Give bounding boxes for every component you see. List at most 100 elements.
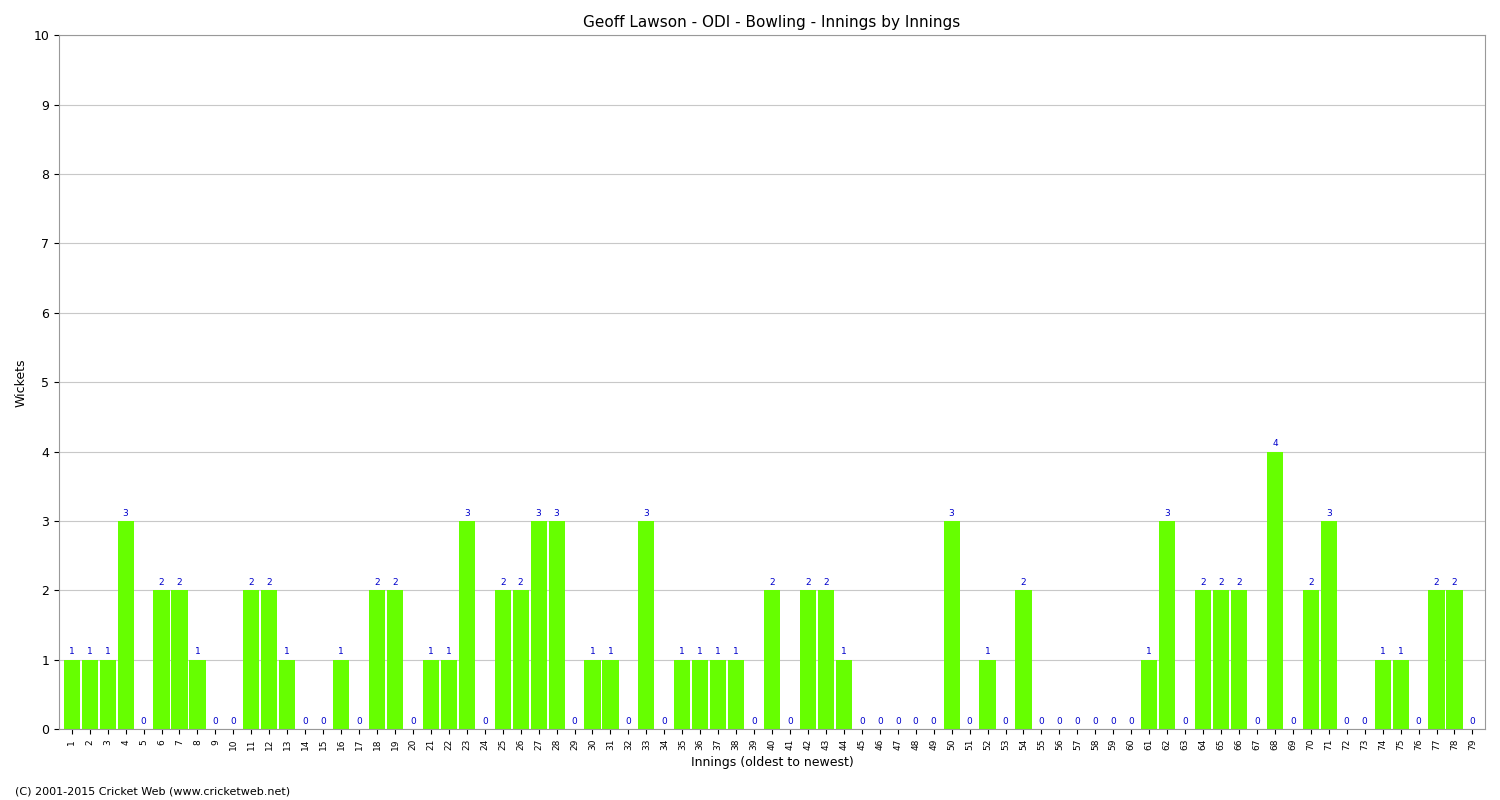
Bar <box>980 660 996 730</box>
Text: 0: 0 <box>1470 717 1476 726</box>
Text: 0: 0 <box>141 717 147 726</box>
Text: 3: 3 <box>1164 509 1170 518</box>
Text: 2: 2 <box>806 578 812 587</box>
Text: 1: 1 <box>698 647 703 656</box>
Bar <box>800 590 816 730</box>
Bar <box>585 660 600 730</box>
Bar <box>459 521 476 730</box>
Bar <box>603 660 618 730</box>
Bar <box>531 521 546 730</box>
Text: 1: 1 <box>1380 647 1386 656</box>
Text: 2: 2 <box>267 578 272 587</box>
Text: 0: 0 <box>1344 717 1350 726</box>
Text: 0: 0 <box>303 717 307 726</box>
Title: Geoff Lawson - ODI - Bowling - Innings by Innings: Geoff Lawson - ODI - Bowling - Innings b… <box>584 15 960 30</box>
Text: 0: 0 <box>1416 717 1422 726</box>
Text: 3: 3 <box>1326 509 1332 518</box>
Text: 2: 2 <box>824 578 830 587</box>
Text: 0: 0 <box>321 717 326 726</box>
Text: 2: 2 <box>159 578 165 587</box>
Text: 3: 3 <box>123 509 129 518</box>
Bar <box>441 660 458 730</box>
Text: 0: 0 <box>752 717 758 726</box>
Text: 1: 1 <box>338 647 344 656</box>
Bar <box>333 660 350 730</box>
Bar <box>189 660 206 730</box>
Text: 1: 1 <box>680 647 686 656</box>
Text: 0: 0 <box>626 717 632 726</box>
Text: 2: 2 <box>1218 578 1224 587</box>
Bar <box>153 590 170 730</box>
Bar <box>1320 521 1336 730</box>
Text: (C) 2001-2015 Cricket Web (www.cricketweb.net): (C) 2001-2015 Cricket Web (www.cricketwe… <box>15 786 290 796</box>
Bar <box>549 521 564 730</box>
Text: 2: 2 <box>1308 578 1314 587</box>
Bar <box>944 521 960 730</box>
Text: 1: 1 <box>446 647 452 656</box>
Text: 0: 0 <box>482 717 488 726</box>
Bar <box>639 521 654 730</box>
Bar <box>710 660 726 730</box>
Text: 2: 2 <box>177 578 183 587</box>
Text: 0: 0 <box>1128 717 1134 726</box>
Text: 2: 2 <box>1236 578 1242 587</box>
Text: 1: 1 <box>427 647 433 656</box>
Text: 2: 2 <box>518 578 524 587</box>
Text: 0: 0 <box>662 717 668 726</box>
Text: 0: 0 <box>914 717 918 726</box>
Text: 0: 0 <box>1056 717 1062 726</box>
Text: 0: 0 <box>932 717 936 726</box>
Text: 0: 0 <box>1002 717 1008 726</box>
Bar <box>1232 590 1246 730</box>
Bar <box>171 590 188 730</box>
Text: 2: 2 <box>249 578 254 587</box>
Text: 0: 0 <box>878 717 882 726</box>
Bar <box>99 660 116 730</box>
Bar <box>818 590 834 730</box>
Bar <box>261 590 278 730</box>
Text: 0: 0 <box>1092 717 1098 726</box>
Text: 0: 0 <box>356 717 362 726</box>
Bar <box>1160 521 1174 730</box>
Bar <box>1142 660 1158 730</box>
Text: 1: 1 <box>285 647 290 656</box>
Text: 2: 2 <box>1020 578 1026 587</box>
Text: 0: 0 <box>572 717 578 726</box>
Bar <box>387 590 404 730</box>
Text: 1: 1 <box>87 647 93 656</box>
Bar <box>1016 590 1032 730</box>
Text: 0: 0 <box>859 717 864 726</box>
Text: 0: 0 <box>410 717 416 726</box>
Text: 0: 0 <box>1074 717 1080 726</box>
Text: 0: 0 <box>231 717 236 726</box>
Text: 2: 2 <box>1200 578 1206 587</box>
Bar <box>764 590 780 730</box>
Text: 0: 0 <box>1362 717 1368 726</box>
Text: 4: 4 <box>1272 439 1278 448</box>
Text: 1: 1 <box>105 647 111 656</box>
Text: 3: 3 <box>554 509 560 518</box>
Text: 1: 1 <box>1398 647 1404 656</box>
Text: 3: 3 <box>464 509 470 518</box>
Text: 0: 0 <box>1038 717 1044 726</box>
Bar <box>1392 660 1408 730</box>
Text: 1: 1 <box>984 647 990 656</box>
Bar <box>495 590 512 730</box>
Text: 0: 0 <box>896 717 900 726</box>
Text: 0: 0 <box>966 717 972 726</box>
Bar <box>692 660 708 730</box>
X-axis label: Innings (oldest to newest): Innings (oldest to newest) <box>690 756 853 769</box>
Text: 1: 1 <box>842 647 848 656</box>
Y-axis label: Wickets: Wickets <box>15 358 28 406</box>
Bar <box>1374 660 1390 730</box>
Bar <box>369 590 386 730</box>
Bar <box>513 590 528 730</box>
Bar <box>1196 590 1210 730</box>
Text: 0: 0 <box>1290 717 1296 726</box>
Bar <box>117 521 134 730</box>
Text: 1: 1 <box>1146 647 1152 656</box>
Text: 2: 2 <box>1434 578 1440 587</box>
Bar <box>243 590 260 730</box>
Bar <box>836 660 852 730</box>
Text: 2: 2 <box>500 578 506 587</box>
